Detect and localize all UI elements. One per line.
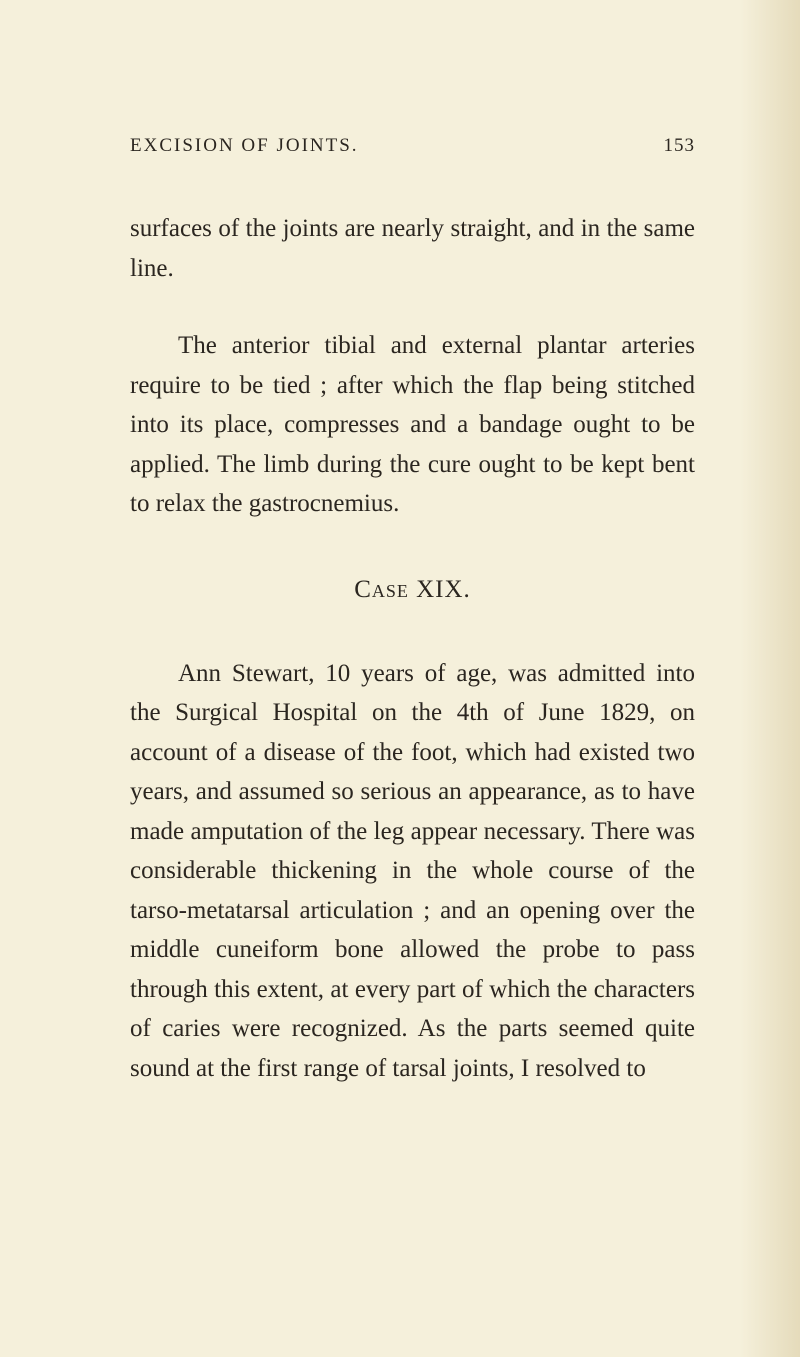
paragraph-1: surfaces of the joints are nearly straig… — [130, 209, 695, 288]
running-title: EXCISION OF JOINTS. — [130, 135, 359, 157]
case-heading: Case XIX. — [130, 576, 695, 604]
page-edge-shadow — [740, 0, 800, 1357]
page-number: 153 — [664, 135, 696, 157]
paragraph-3: Ann Stewart, 10 years of age, was admitt… — [130, 654, 695, 1089]
page-header: EXCISION OF JOINTS. 153 — [130, 135, 695, 157]
paragraph-2: The anterior tibial and external plantar… — [130, 326, 695, 524]
document-page: EXCISION OF JOINTS. 153 surfaces of the … — [0, 0, 800, 1168]
